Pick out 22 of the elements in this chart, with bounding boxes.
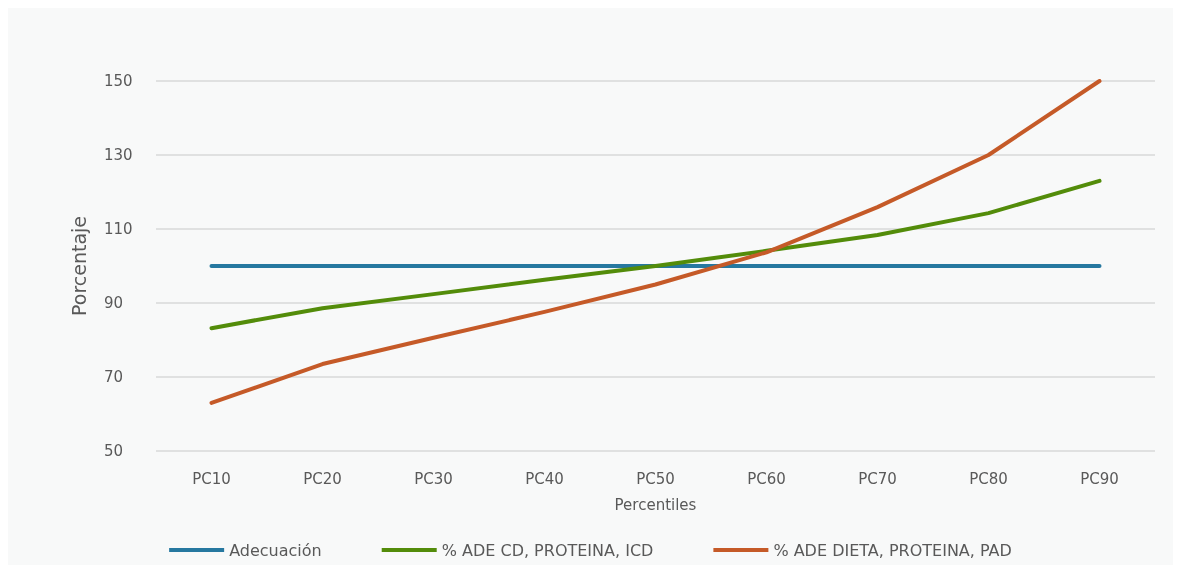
line-series: [209, 178, 1102, 331]
legend-label: % ADE DIETA, PROTEINA, PAD: [773, 540, 1012, 560]
x-tick-label: PC50: [636, 469, 675, 488]
x-tick-label: PC10: [192, 469, 231, 488]
line-series: [209, 79, 1102, 405]
legend-label: % ADE CD, PROTEINA, ICD: [441, 540, 654, 560]
y-tick-label: 50: [104, 442, 124, 460]
y-tick-label: 70: [104, 368, 124, 386]
x-tick-label: PC30: [414, 469, 453, 488]
x-tick-label: PC80: [969, 469, 1008, 488]
x-axis-title: Percentiles: [614, 495, 697, 514]
legend-label: Adecuación: [229, 540, 322, 560]
x-tick-label: PC70: [858, 469, 897, 488]
x-tick-label: PC40: [525, 469, 564, 488]
x-tick-label: PC20: [303, 469, 342, 488]
x-tick-label: PC90: [1080, 469, 1119, 488]
x-tick-label: PC60: [747, 469, 786, 488]
y-tick-label: 90: [104, 294, 124, 312]
y-tick-label: 150: [104, 72, 133, 90]
y-axis-title: Porcentaje: [67, 215, 90, 317]
y-tick-label: 110: [104, 220, 133, 238]
y-tick-label: 130: [104, 146, 133, 164]
